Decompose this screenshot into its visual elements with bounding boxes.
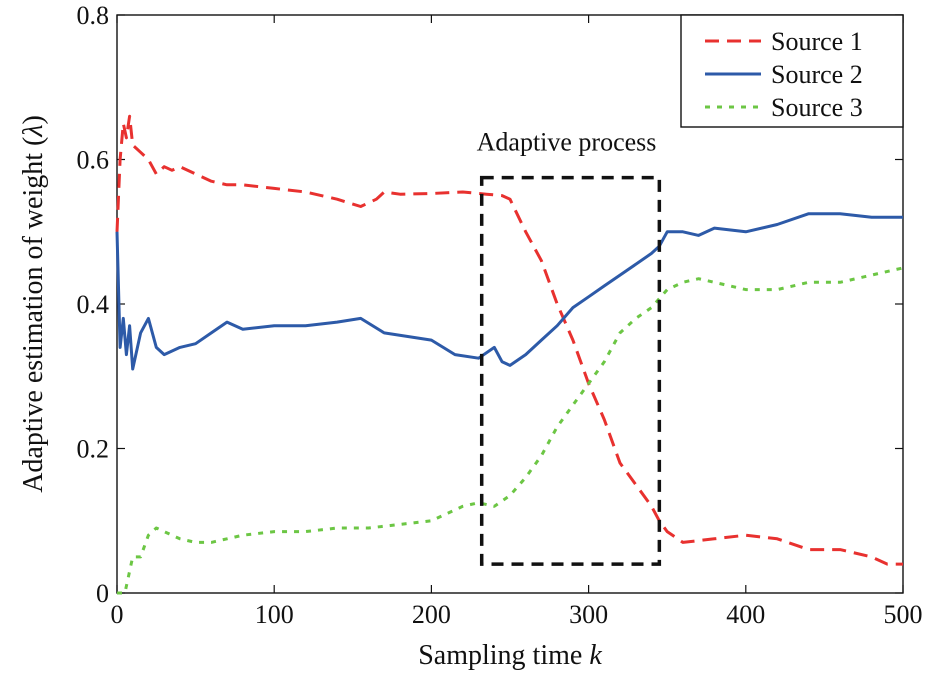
y-tick-label: 0.6 — [77, 146, 110, 175]
y-axis-title-close: ) — [18, 115, 49, 124]
x-tick-label: 0 — [111, 600, 124, 629]
y-tick-label: 0.4 — [77, 290, 110, 319]
y-tick-label: 0.2 — [77, 435, 110, 464]
x-tick-label: 200 — [412, 600, 451, 629]
legend: Source 1 Source 2 Source 3 — [680, 14, 904, 128]
legend-label-2: Source 2 — [771, 60, 863, 89]
x-tick-label: 400 — [726, 600, 765, 629]
y-axis-title-text: Adaptive estimation of weight ( — [18, 137, 49, 493]
series-layer — [115, 114, 904, 595]
y-axis-title-variable: λ — [18, 125, 49, 138]
y-tick-label: 0.8 — [77, 1, 110, 30]
y-tick-label: 0 — [96, 579, 109, 608]
series-line-1 — [115, 114, 903, 566]
series-line-3 — [117, 266, 904, 595]
x-axis-title-variable: k — [589, 640, 602, 671]
x-tick-label: 500 — [884, 600, 923, 629]
legend-label-3: Source 3 — [771, 93, 863, 122]
y-axis-title: Adaptive estimation of weight (λ) — [18, 115, 49, 493]
annotation-box — [479, 175, 662, 566]
annotation-label: Adaptive process — [477, 128, 657, 157]
series-line-2 — [115, 212, 903, 371]
x-tick-label: 300 — [569, 600, 608, 629]
annotation-layer: Adaptive process — [477, 128, 662, 566]
axis-ticks: 0 100 200 300 400 500 0 0.2 0.4 0.6 0.8 — [77, 1, 923, 629]
x-axis-title: Sampling time k — [418, 640, 602, 671]
legend-label-1: Source 1 — [771, 27, 863, 56]
x-tick-label: 100 — [255, 600, 294, 629]
x-axis-title-text: Sampling time — [418, 640, 582, 671]
